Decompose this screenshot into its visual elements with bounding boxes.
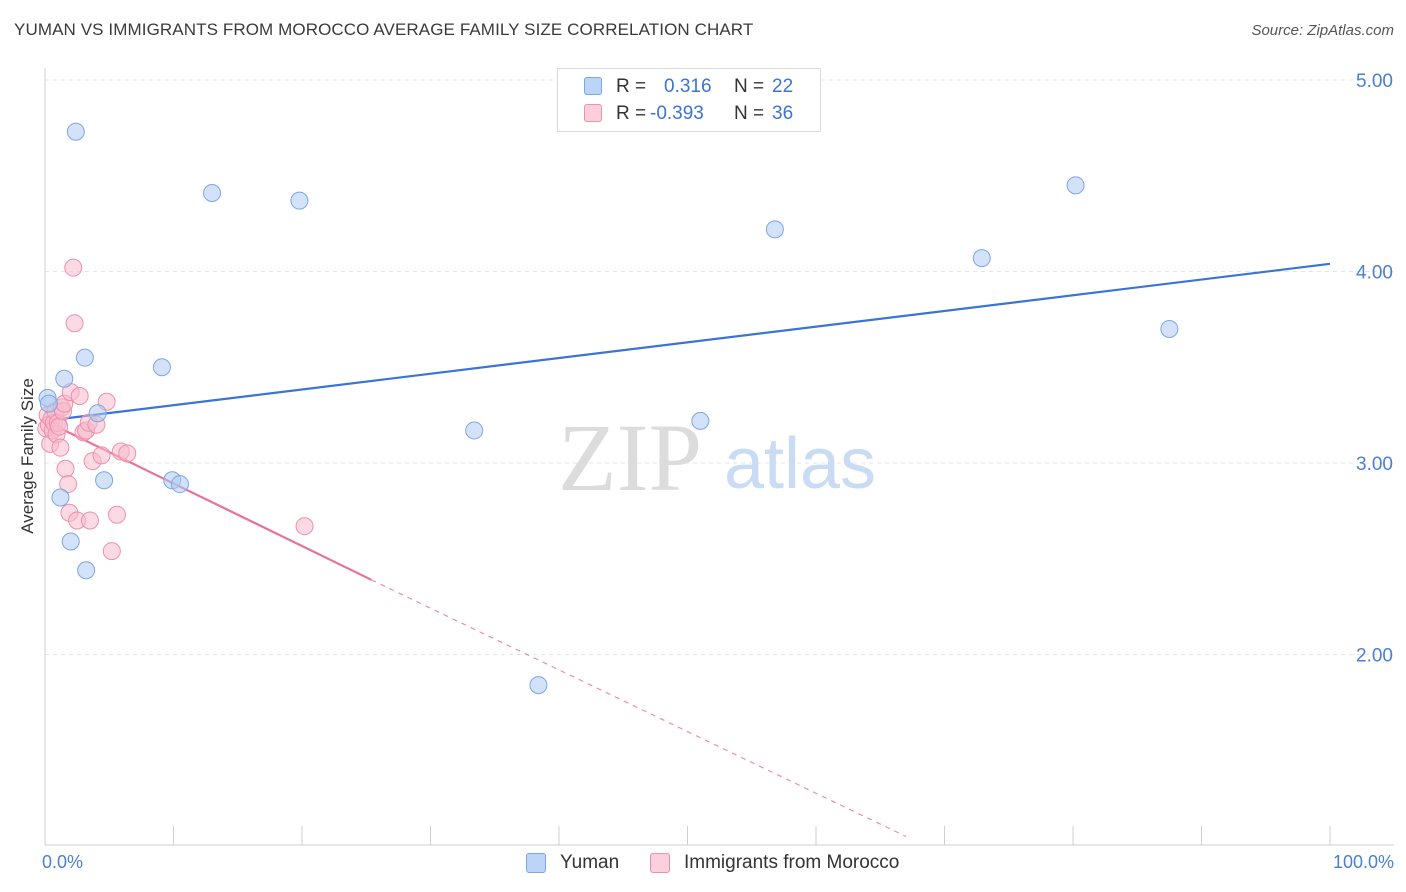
yuman-point [77,561,96,580]
yuman-point [765,220,784,239]
watermark-zip: ZIP [558,404,702,511]
legend-r-label: R = [616,103,647,124]
yuman-swatch [584,77,602,95]
legend-r-value: -0.393 [650,103,704,124]
y-tick-labels: 2.00 3.00 4.00 5.00 [1356,71,1393,667]
morocco-point [92,446,111,465]
axes [44,68,1394,846]
yuman-point [290,191,309,210]
morocco-point [59,475,78,494]
yuman-point [39,394,58,413]
morocco-point [64,258,83,277]
x-axis-max-label: 100.0% [1332,852,1394,872]
morocco-point [118,444,137,463]
trend-lines [44,262,1331,837]
morocco-trend-extension [371,579,907,837]
stats-legend: R = 0.316 N = 22 R = -0.393 N = 36 [557,68,821,132]
yuman-point [972,249,991,268]
morocco-point [51,438,70,457]
morocco-point [70,386,89,405]
yuman-point [75,348,94,367]
morocco-point [295,517,314,536]
yuman-point [66,122,85,141]
legend-r-value: 0.316 [664,76,712,97]
legend-n-label: N = [734,103,765,124]
watermark-atlas: atlas [724,424,876,504]
morocco-point [65,314,84,333]
morocco-trend-line [44,419,372,581]
yuman-point [529,676,548,695]
yuman-point [170,475,189,494]
yuman-point [55,369,74,388]
yuman-point [1160,319,1179,338]
legend-row-morocco: R = -0.393 N = 36 [558,101,820,127]
morocco-legend-swatch [650,853,670,873]
morocco-point [107,505,126,524]
morocco-point [80,511,99,530]
legend-n-value: 36 [772,103,794,124]
legend-n-label: N = [734,76,765,97]
watermark: ZIP atlas [558,404,876,511]
yuman-legend-label: Yuman [560,852,620,873]
x-axis-min-label: 0.0% [42,852,84,872]
legend-n-value: 22 [772,76,794,97]
morocco-swatch [584,104,602,122]
yuman-point [691,411,710,430]
yuman-point [1066,176,1085,195]
y-tick-label: 5.00 [1356,71,1393,92]
y-tick-label: 3.00 [1356,454,1393,475]
morocco-point [102,542,121,561]
legend-row-yuman: R = 0.316 N = 22 [558,74,820,100]
yuman-point [61,532,80,551]
morocco-point [56,459,75,478]
y-axis-label: Average Family Size [18,378,37,534]
chart-title: YUMAN VS IMMIGRANTS FROM MOROCCO AVERAGE… [14,20,754,39]
yuman-point [152,358,171,377]
y-tick-label: 2.00 [1356,646,1393,667]
yuman-point [203,183,222,202]
yuman-trend-line [44,262,1331,422]
yuman-point [88,404,107,423]
legend-r-label: R = [616,76,647,97]
y-tick-label: 4.00 [1356,263,1393,284]
yuman-legend-swatch [526,853,546,873]
morocco-legend-label: Immigrants from Morocco [684,852,900,873]
data-points [37,122,1179,695]
source-label: Source: ZipAtlas.com [1251,22,1394,39]
yuman-point [95,471,114,490]
morocco-point [50,417,69,436]
grid-lines [45,79,1394,655]
yuman-point [51,488,70,507]
yuman-point [465,421,484,440]
